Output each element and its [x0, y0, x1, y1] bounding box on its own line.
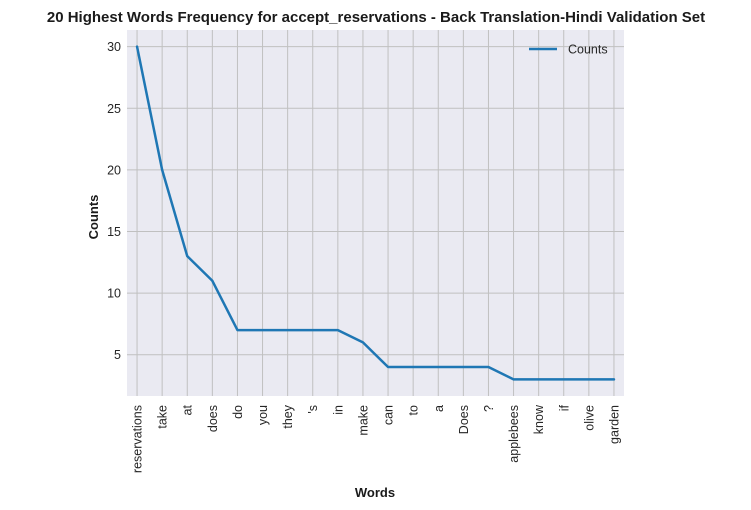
x-tick-label: ?	[482, 405, 496, 412]
x-tick-label: Does	[457, 405, 471, 434]
x-tick-label: know	[532, 404, 546, 434]
x-tick-label: a	[432, 405, 446, 412]
x-tick-label: can	[382, 405, 396, 425]
x-tick-label: they	[281, 404, 295, 428]
x-tick-label: applebees	[507, 405, 521, 463]
y-axis: 5 10 15 20 25 30	[107, 40, 121, 362]
x-tick-label: reservations	[131, 405, 145, 473]
x-axis: reservations take at does do you they 's in make c…	[131, 404, 622, 473]
y-tick-label: 30	[107, 40, 121, 54]
legend: Counts	[529, 43, 608, 57]
y-tick-label: 25	[107, 102, 121, 116]
series-group	[135, 45, 616, 381]
x-tick-label: at	[181, 404, 195, 415]
x-tick-label: olive	[582, 405, 596, 431]
y-tick-label: 5	[114, 348, 121, 362]
x-tick-label: garden	[607, 405, 621, 444]
x-tick-label: in	[331, 405, 345, 415]
x-tick-label: you	[256, 405, 270, 425]
legend-label: Counts	[568, 43, 608, 57]
plot-area	[127, 30, 624, 396]
grid	[127, 30, 624, 396]
x-tick-label: take	[156, 405, 170, 429]
chart-title: 20 Highest Words Frequency for accept_re…	[47, 9, 705, 26]
y-tick-label: 15	[107, 225, 121, 239]
y-axis-label: Counts	[86, 195, 101, 240]
series-line	[135, 45, 616, 381]
x-tick-label: to	[407, 405, 421, 415]
y-tick-label: 20	[107, 163, 121, 177]
x-tick-label: does	[206, 405, 220, 432]
x-axis-label: Words	[355, 485, 395, 500]
x-tick-label: make	[356, 405, 370, 436]
y-tick-label: 10	[107, 287, 121, 301]
x-tick-label: do	[231, 405, 245, 419]
x-tick-label: if	[557, 404, 571, 411]
x-tick-label: 's	[306, 405, 320, 414]
